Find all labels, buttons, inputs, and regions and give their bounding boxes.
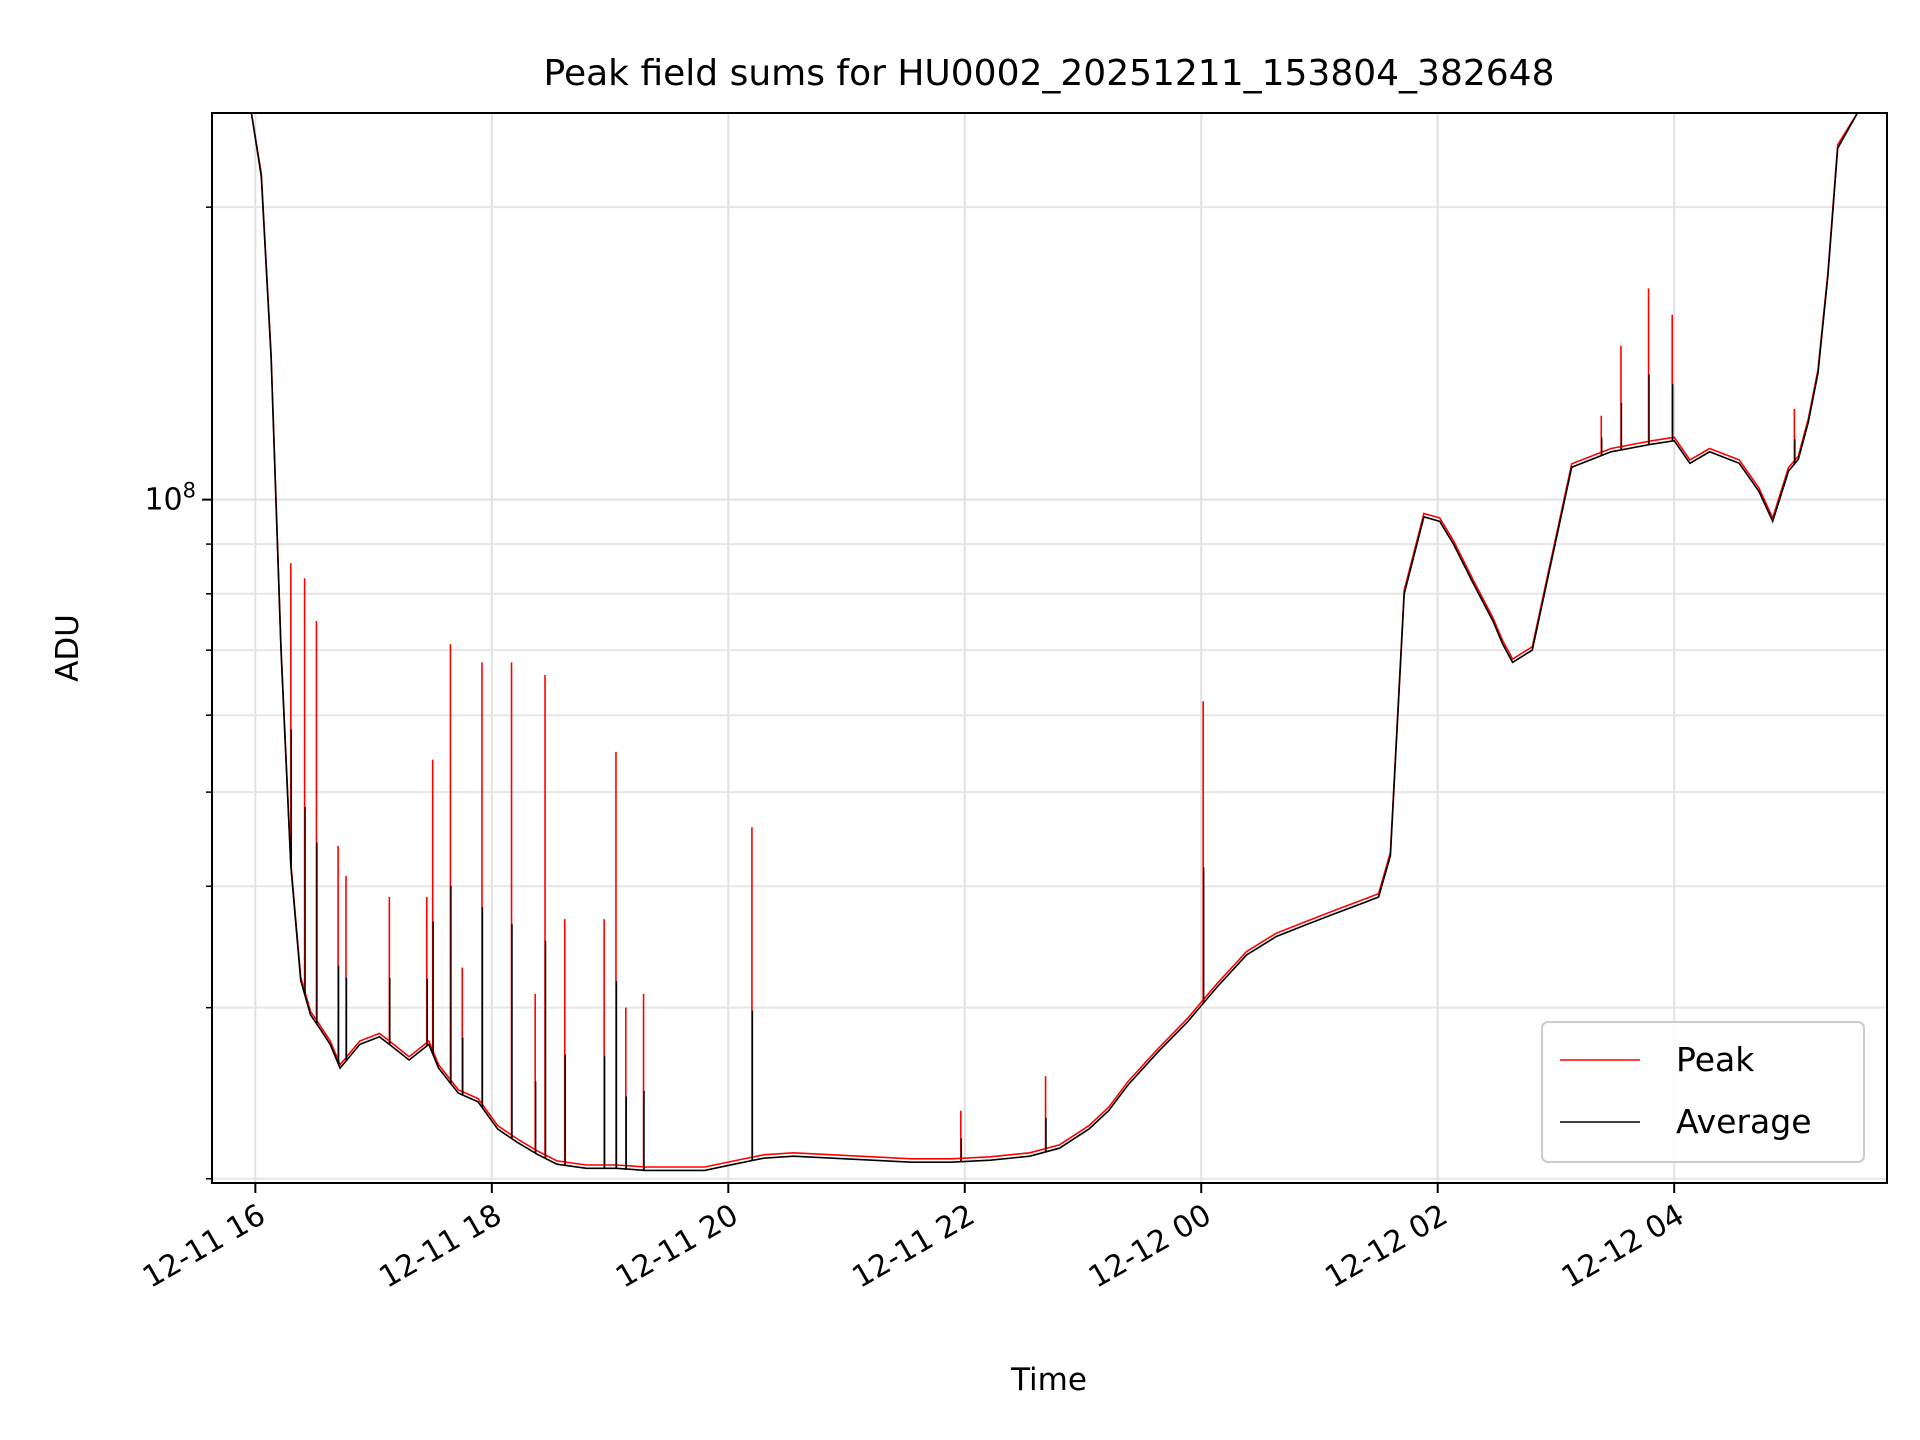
x-axis-label: Time [1010,1362,1087,1398]
series-lines [250,112,1887,1172]
y-tick-label: 108 [144,479,196,518]
average-series-line [250,112,1887,1172]
plot-frame [211,112,1888,1184]
y-axis-label: ADU [50,614,86,682]
legend-average-label: Average [1676,1102,1812,1141]
legend-box [1541,1021,1865,1163]
grid-lines [212,113,1887,1183]
legend: Peak Average [1541,1021,1865,1163]
peak-series-line [250,112,1887,1168]
chart-title: Peak field sums for HU0002_20251211_1538… [544,53,1555,94]
legend-peak-label: Peak [1676,1040,1755,1079]
